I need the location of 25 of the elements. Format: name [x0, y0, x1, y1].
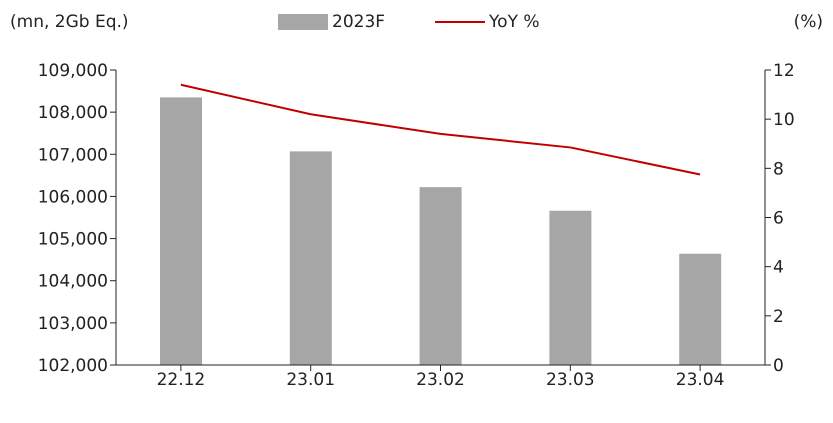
y2-tick-label: 2 [773, 306, 784, 327]
y-tick-label: 104,000 [38, 272, 108, 292]
y-tick-label: 107,000 [38, 145, 108, 166]
x-tick-label: 23.01 [286, 370, 336, 390]
y-tick-label: 103,000 [38, 314, 108, 334]
y2-tick-label: 6 [773, 208, 784, 229]
x-tick-label: 23.02 [416, 370, 465, 390]
y2-tick-label: 8 [773, 159, 784, 180]
y2-tick-label: 0 [773, 356, 784, 376]
legend-label: YoY % [489, 12, 540, 32]
y-tick-label: 106,000 [38, 187, 108, 208]
x-tick-label: 23.04 [676, 370, 724, 390]
y2-tick-label: 4 [773, 258, 784, 278]
line-series [180, 84, 702, 176]
y-tick-label: 109,000 [38, 61, 108, 82]
y-axis-title: (mn, 2Gb Eq.) [10, 12, 129, 32]
legend-label: 2023F [332, 12, 386, 32]
y2-tick-label: 12 [773, 61, 795, 82]
x-tick-label: 23.03 [546, 370, 595, 390]
y2-axis-title: (%) [794, 12, 823, 32]
x-tick-label: 22.12 [156, 370, 206, 390]
y-tick-label: 102,000 [38, 356, 108, 376]
y2-tick-label: 10 [773, 110, 795, 130]
y-tick-label: 108,000 [38, 103, 108, 124]
y-tick-label: 105,000 [38, 230, 108, 250]
